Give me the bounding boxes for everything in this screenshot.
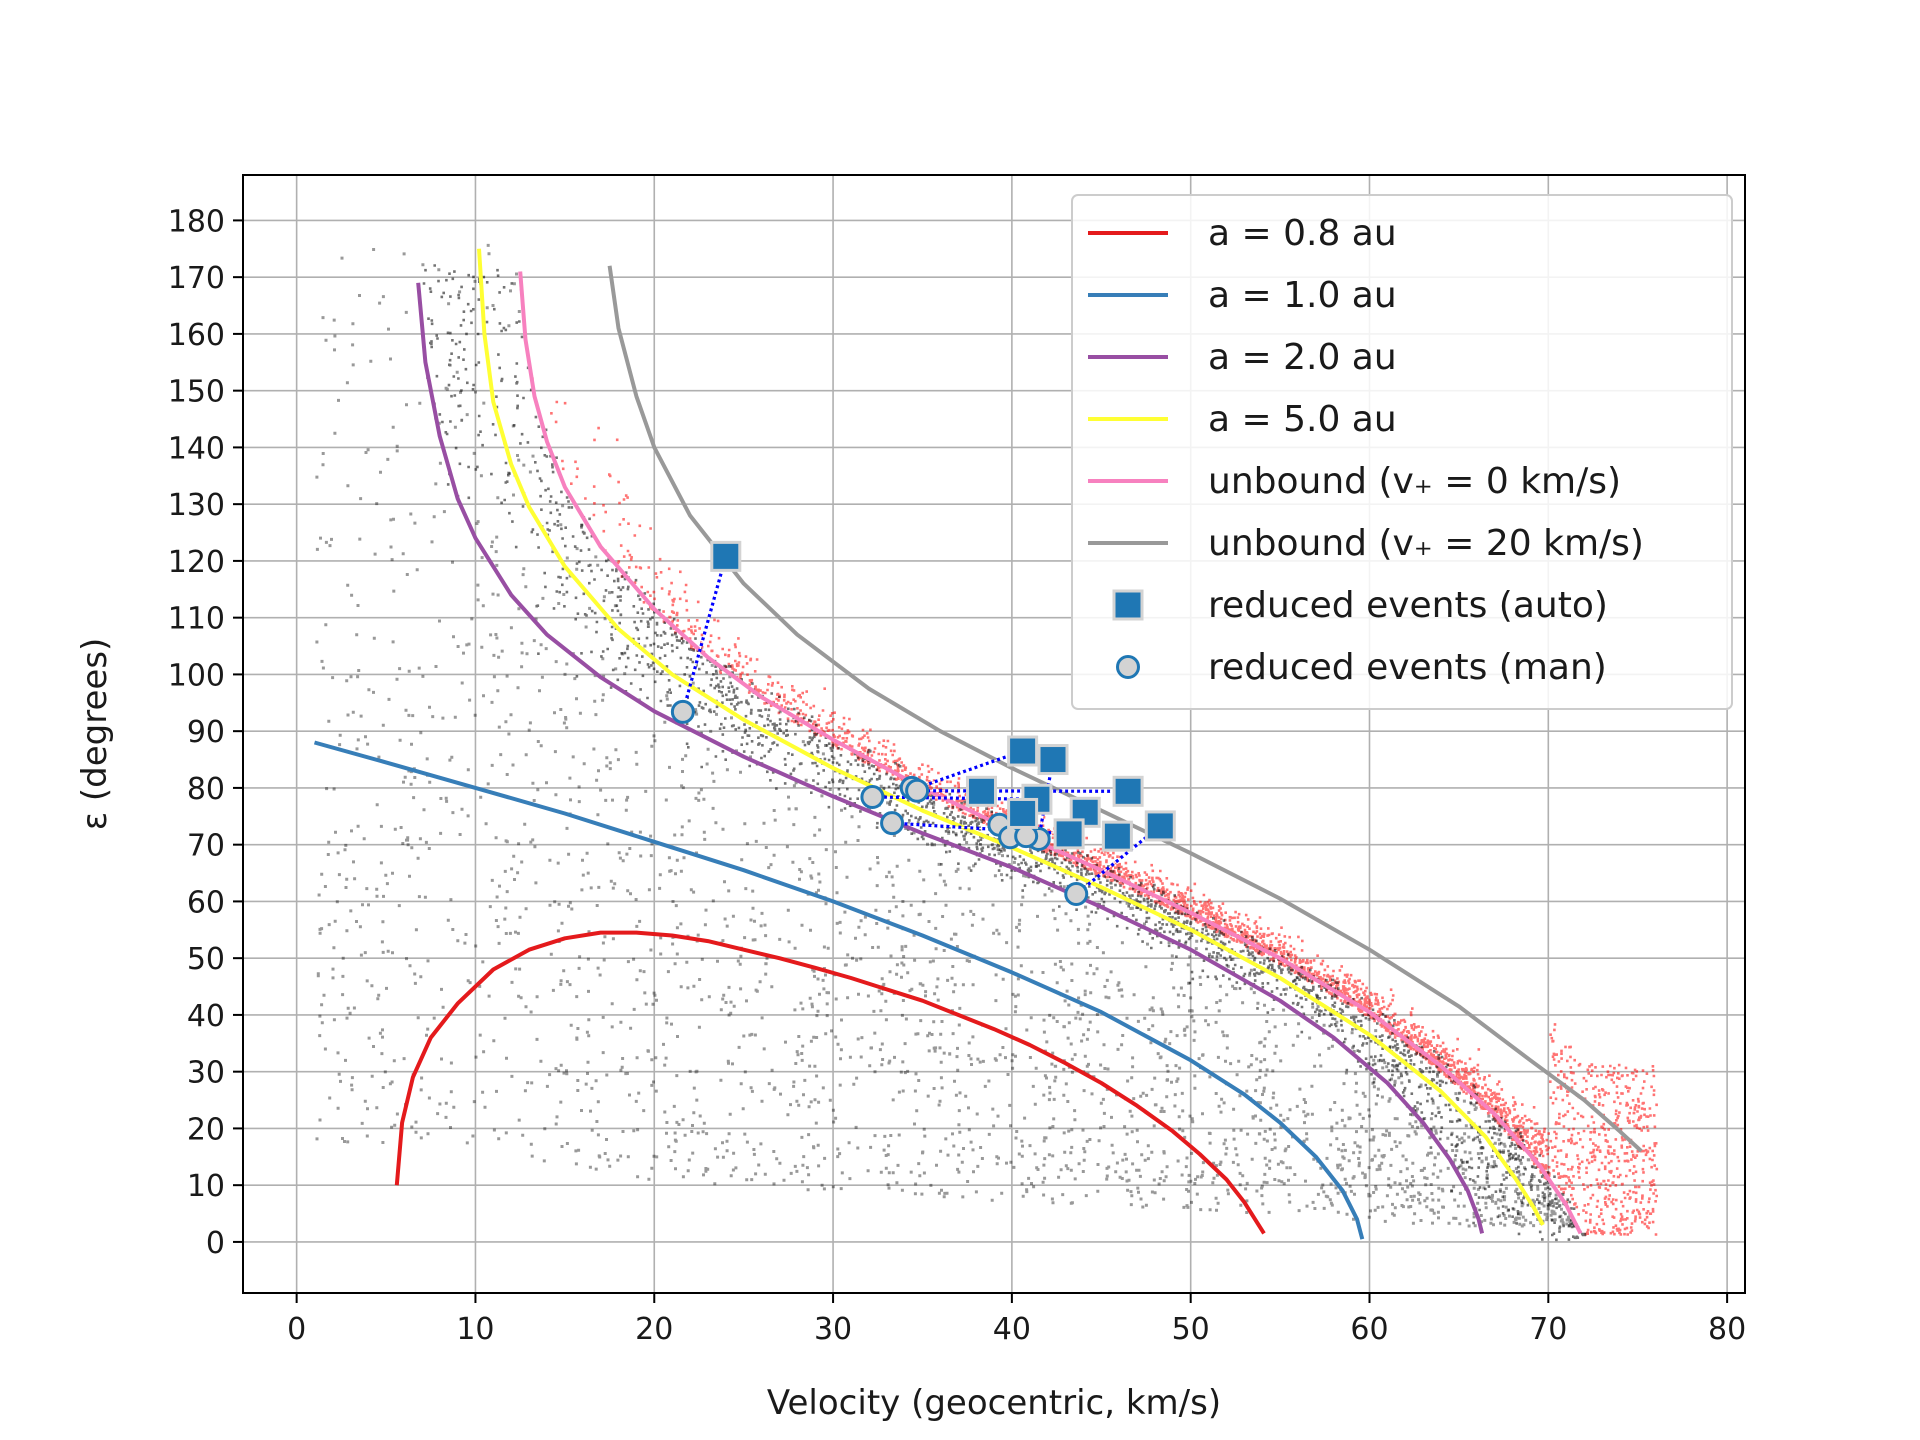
y-tick-label: 40 [187,999,225,1034]
event-man-point [670,699,695,724]
x-tick-label: 40 [993,1312,1031,1347]
plot-frame [242,174,1746,1294]
event-man-point [860,784,885,809]
y-tick-label: 130 [168,488,225,523]
y-tick-label: 60 [187,885,225,920]
legend-circle-swatch [1116,655,1140,679]
event-link-line [681,555,728,713]
event-auto-point [1101,820,1133,852]
event-link-line-highlight [916,750,1023,789]
legend-label: a = 2.0 au [1208,337,1397,378]
legend-box [1071,194,1733,710]
black-scatter-points [422,264,1587,1242]
event-auto-point [1053,818,1085,850]
event-auto-point [1037,744,1069,776]
event-man-point [1064,882,1089,907]
curve-series [416,282,1485,1234]
event-man-point [905,778,930,803]
y-tick-label: 150 [168,375,225,410]
legend-label: a = 5.0 au [1208,399,1397,440]
legend-label: a = 0.8 au [1208,213,1397,254]
y-tick-label: 180 [168,204,225,239]
y-tick-label: 80 [187,772,225,807]
legend-label: unbound (v₊ = 20 km/s) [1208,523,1644,564]
x-axis-label: Velocity (geocentric, km/s) [767,1383,1221,1423]
scatter-cloud [315,243,1659,1242]
legend-label: unbound (v₊ = 0 km/s) [1208,461,1621,502]
event-auto-point [1007,735,1039,767]
event-auto-point [1007,797,1039,829]
x-tick-label: 50 [1172,1312,1210,1347]
x-tick-label: 30 [814,1312,852,1347]
y-axis-label: ε (degrees) [75,638,115,831]
y-tick-label: 90 [187,715,225,750]
curve-series [607,265,1643,1153]
y-tick-label: 140 [168,431,225,466]
x-axis-ticks: 0 10 20 30 40 50 60 70 80 [287,1293,1746,1347]
event-link-line [916,749,1024,790]
event-auto-point [1144,810,1176,842]
x-tick-label: 70 [1529,1312,1567,1347]
legend-label: reduced events (man) [1208,647,1607,688]
x-tick-label: 0 [287,1312,306,1347]
y-axis-ticks: 0 10 20 30 40 50 60 70 80 90 100 110 120 130 140 150 160… [168,204,243,1261]
x-tick-label: 20 [635,1312,673,1347]
legend-label: a = 1.0 au [1208,275,1397,316]
model-curves [313,248,1643,1240]
reduced-events [670,540,1176,907]
event-auto-point [710,540,742,572]
legend: a = 0.8 au a = 1.0 au a = 2.0 au a = 5.0 au… [1071,194,1733,710]
curve-series [313,740,1365,1240]
y-tick-label: 30 [187,1056,225,1091]
event-auto-point [965,775,997,807]
y-tick-label: 70 [187,829,225,864]
y-tick-label: 10 [187,1169,225,1204]
x-tick-label: 60 [1350,1312,1388,1347]
event-link-line [911,789,1129,793]
y-tick-label: 0 [206,1226,225,1261]
legend-square-swatch [1112,589,1144,621]
event-man-point [880,811,905,836]
x-tick-label: 80 [1708,1312,1746,1347]
y-tick-label: 160 [168,318,225,353]
y-tick-label: 100 [168,658,225,693]
y-tick-label: 110 [168,602,225,637]
y-tick-label: 170 [168,261,225,296]
curve-series [477,248,1545,1226]
legend-label: reduced events (auto) [1208,585,1608,626]
x-tick-label: 10 [456,1312,494,1347]
curve-series [394,930,1266,1235]
event-auto-point [1112,775,1144,807]
y-tick-label: 20 [187,1112,225,1147]
y-tick-label: 50 [187,942,225,977]
y-tick-label: 120 [168,545,225,580]
